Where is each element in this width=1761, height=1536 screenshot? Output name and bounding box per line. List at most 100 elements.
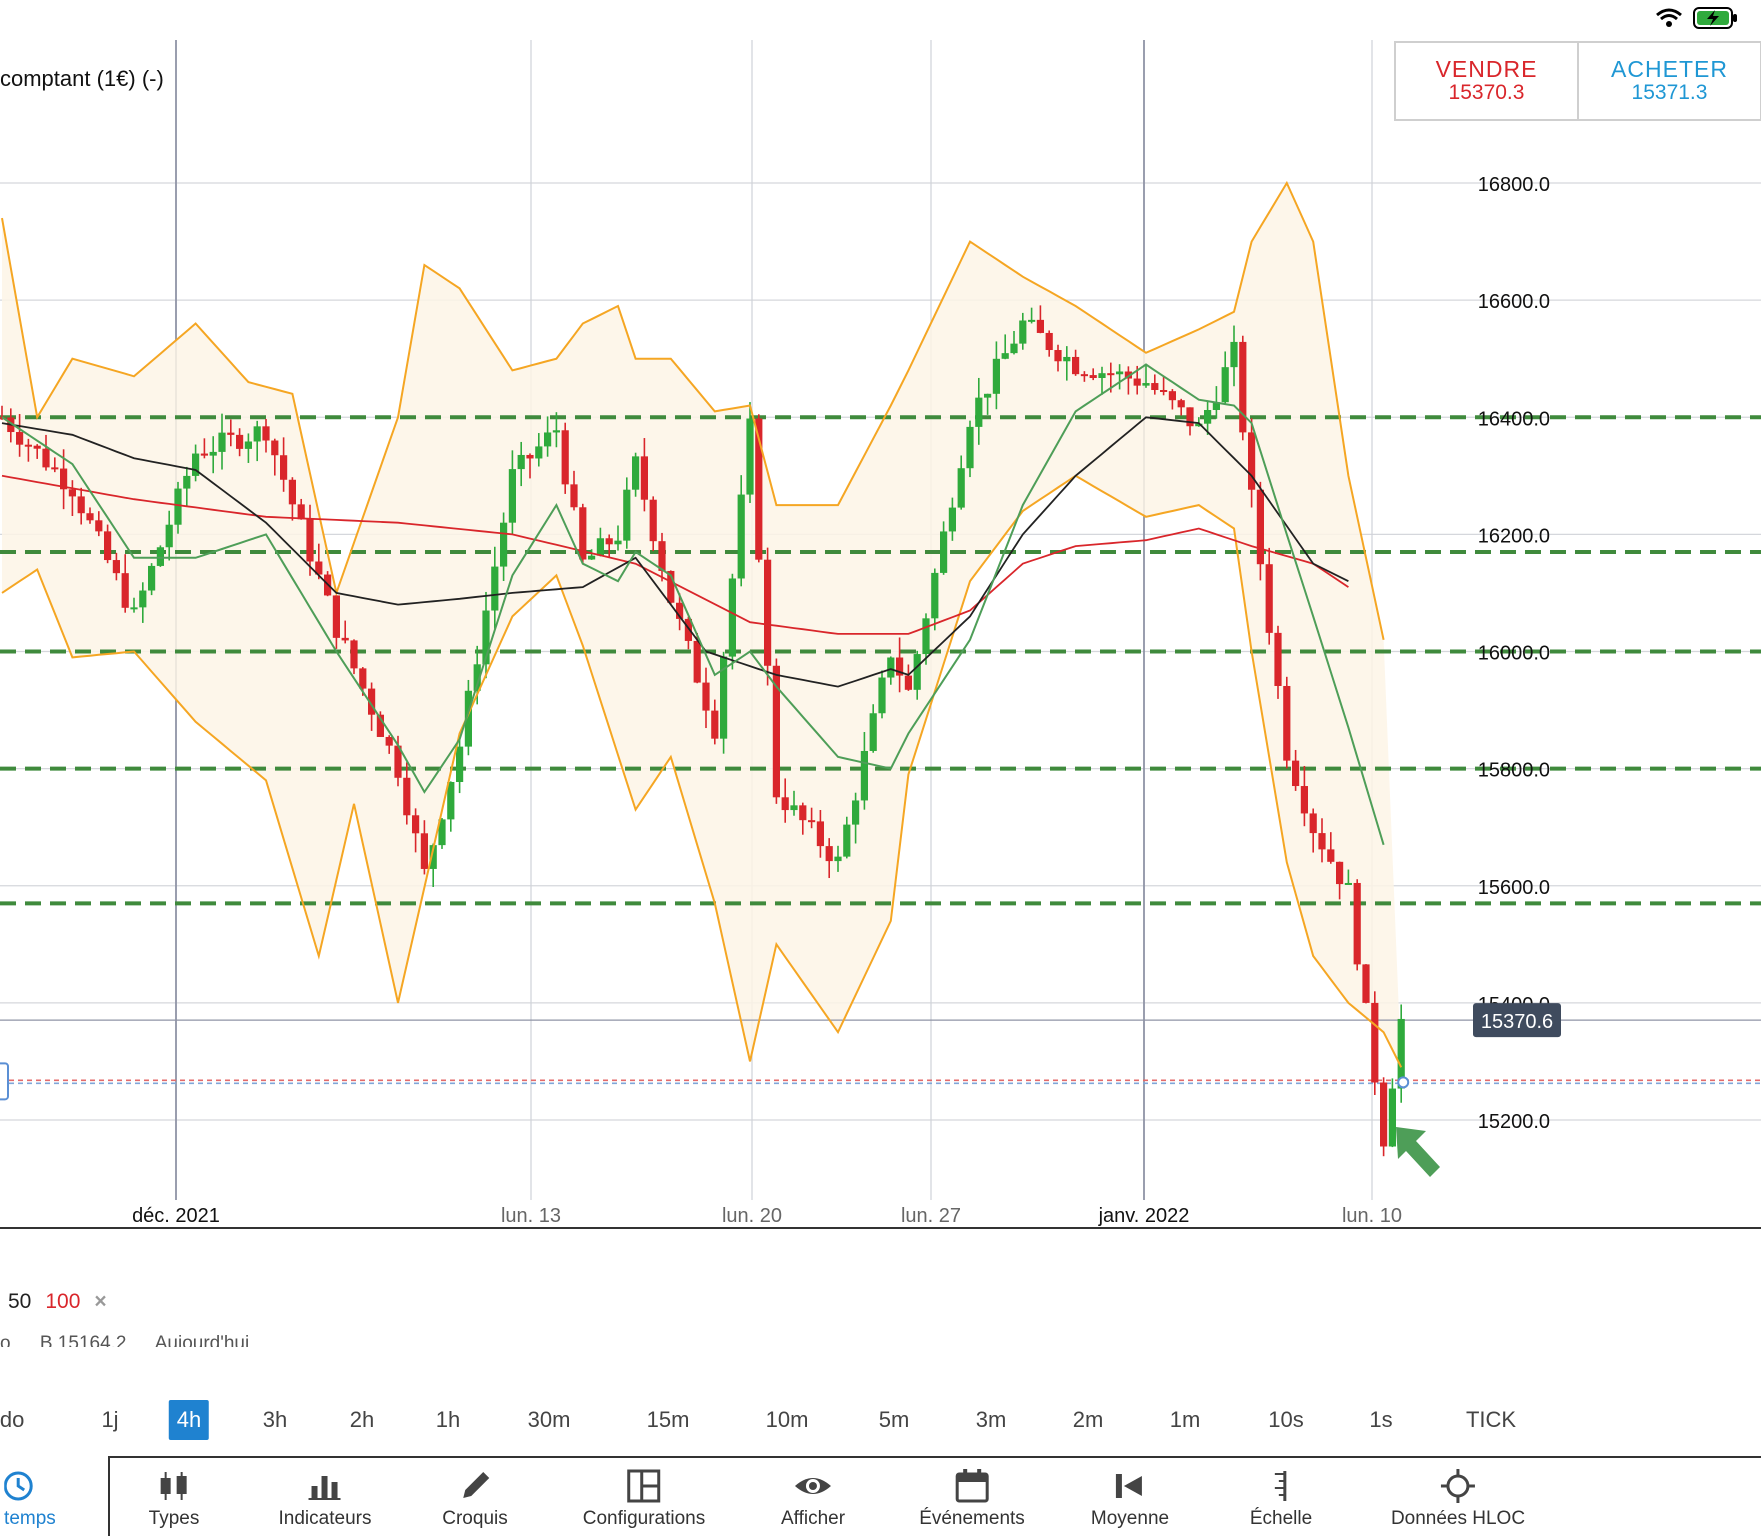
candle-body (517, 454, 525, 470)
candle-body (192, 453, 200, 476)
toolbar-bar-chart[interactable]: Indicateurs (279, 1464, 371, 1530)
candle-body (676, 602, 684, 619)
price-chart[interactable]: 15200.015400.015600.015800.016000.016200… (0, 0, 1761, 1390)
timeframe-10s[interactable]: 10s (1268, 1407, 1304, 1432)
sell-label: VENDRE (1435, 56, 1538, 82)
timeframe-1h[interactable]: 1h (435, 1407, 461, 1432)
candle-body (922, 618, 930, 655)
eye-icon (793, 1464, 833, 1508)
battery-charging-icon (1693, 6, 1739, 35)
candle-body (156, 547, 164, 566)
bottom-toolbar: e temps Types Indicateurs Croquis Configurat… (0, 1456, 1761, 1536)
scale-icon (1263, 1464, 1299, 1508)
ma-50-line (1, 416, 1349, 688)
candle-body (332, 595, 340, 638)
candle-body (975, 397, 983, 427)
clock-icon (4, 1464, 40, 1508)
candle-body (491, 566, 499, 611)
candle-body (1089, 375, 1097, 379)
candle-body (508, 469, 516, 523)
arrow-annotation (1396, 1127, 1440, 1177)
candle-body (218, 432, 226, 452)
candle-body (887, 657, 895, 678)
timeframe-2m[interactable]: 2m (1072, 1407, 1104, 1432)
toolbar-average[interactable]: Moyenne (1091, 1464, 1169, 1530)
candle-body (825, 846, 833, 862)
toolbar-pencil[interactable]: Croquis (442, 1464, 508, 1530)
candle-body (816, 821, 824, 847)
candle-body (1063, 356, 1071, 362)
info-date: Aujourd'hui (154, 1333, 250, 1347)
candle-body (904, 675, 912, 690)
timeframe-30m[interactable]: 30m (527, 1407, 571, 1432)
candle-body (174, 488, 182, 525)
timeframe-3h[interactable]: 3h (262, 1407, 288, 1432)
candle-body (667, 570, 675, 603)
ma-100-label[interactable]: 100 (45, 1290, 81, 1313)
toolbar-crosshair[interactable]: Données HLOC (1391, 1464, 1525, 1530)
candle-body (95, 520, 103, 532)
timeframe-10m[interactable]: 10m (765, 1407, 809, 1432)
y-tick-label: 15200.0 (1478, 1111, 1550, 1133)
moving-average-legend: 50 100 × (8, 1290, 107, 1314)
indicator-lines (1, 180, 1440, 1177)
candle-body (456, 746, 464, 782)
candle-body (1001, 353, 1009, 359)
candle-body (1344, 882, 1352, 885)
toolbar-calendar[interactable]: Événements (919, 1464, 1025, 1530)
toolbar-candles[interactable]: Types (148, 1464, 200, 1530)
timeframe-15m[interactable]: 15m (646, 1407, 690, 1432)
candle-body (896, 657, 904, 676)
toolbar-eye[interactable]: Afficher (781, 1464, 845, 1530)
candle-body (1265, 564, 1273, 633)
toolbar-scale[interactable]: Échelle (1250, 1464, 1312, 1530)
candle-body (808, 820, 816, 823)
x-tick-label: lun. 10 (1342, 1205, 1402, 1227)
timeframe-1m[interactable]: 1m (1169, 1407, 1201, 1432)
x-tick-label: déc. 2021 (132, 1205, 220, 1227)
timeframe-3m[interactable]: 3m (975, 1407, 1007, 1432)
ma-50-label[interactable]: 50 (8, 1290, 32, 1313)
candle-body (412, 815, 420, 834)
x-tick-label: lun. 20 (722, 1205, 782, 1227)
timeframe-TICK[interactable]: TICK (1465, 1407, 1517, 1432)
candle-body (183, 475, 191, 489)
y-tick-label: 15800.0 (1478, 760, 1550, 782)
remove-indicator-icon[interactable]: × (94, 1290, 107, 1313)
timeframe-odo[interactable]: odo (0, 1407, 25, 1432)
candle-body (429, 845, 437, 869)
timeframe-2h[interactable]: 2h (349, 1407, 375, 1432)
candle-body (306, 519, 314, 562)
candle-body (1353, 882, 1361, 965)
candle-body (755, 418, 763, 560)
candle-body (24, 444, 32, 447)
toolbar-layout[interactable]: Configurations (583, 1464, 705, 1530)
candle-body (1221, 367, 1229, 403)
candle-body (104, 531, 112, 561)
buy-price: 15371.3 (1631, 81, 1708, 104)
candle-body (1133, 378, 1141, 386)
toolbar-label: Types (148, 1508, 200, 1529)
price-axis: 15200.015400.015600.015800.016000.016200… (1473, 174, 1561, 1133)
sell-button[interactable]: VENDRE 15370.3 (1396, 43, 1579, 119)
bollinger-band-fill (2, 183, 1402, 1068)
timeframe-1s[interactable]: 1s (1369, 1407, 1393, 1432)
toolbar-clock[interactable]: e temps (0, 1464, 56, 1530)
candle-body (1327, 849, 1335, 862)
toolbar-divider (108, 1456, 110, 1536)
candle-body (746, 418, 754, 495)
candle-body (869, 713, 877, 751)
y-tick-label: 16800.0 (1478, 174, 1550, 196)
candle-body (1212, 402, 1220, 411)
toolbar-label: Échelle (1249, 1508, 1313, 1529)
buy-button[interactable]: ACHETER 15371.3 (1579, 43, 1760, 119)
candle-body (297, 504, 305, 520)
timeframe-1j[interactable]: 1j (101, 1407, 119, 1432)
candle-body (588, 555, 596, 560)
candle-body (1168, 391, 1176, 401)
candle-body (579, 507, 587, 560)
toolbar-top-border (108, 1456, 1761, 1458)
timeframe-5m[interactable]: 5m (878, 1407, 910, 1432)
candle-body (913, 654, 921, 690)
timeframe-4h[interactable]: 4h (168, 1400, 210, 1440)
